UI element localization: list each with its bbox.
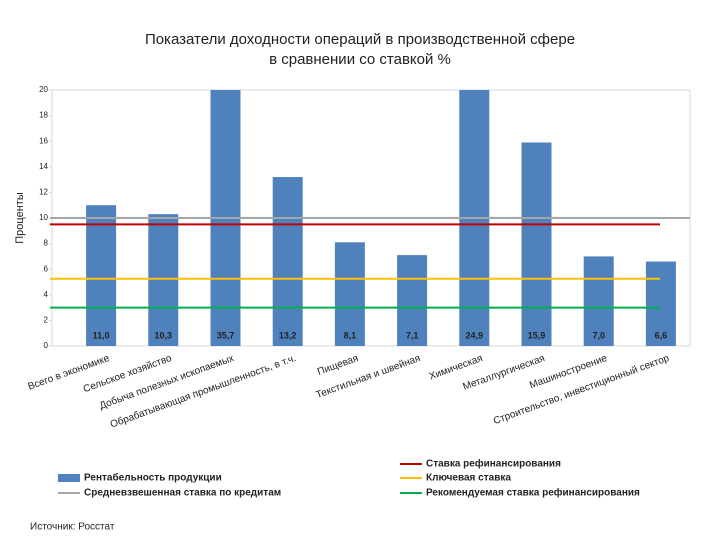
x-tick-label: Текстильная и швейная (315, 353, 422, 401)
data-label: 10,3 (155, 330, 173, 340)
data-label: 7,0 (592, 330, 605, 340)
legend-label: Рентабельность продукции (84, 472, 222, 484)
data-label: 13,2 (279, 330, 297, 340)
y-tick-label: 14 (39, 162, 48, 171)
y-axis-label: Проценты (14, 192, 26, 244)
bar (210, 90, 241, 346)
bar (148, 214, 179, 346)
legend-swatch (58, 474, 80, 482)
y-tick-label: 6 (44, 264, 49, 273)
y-tick-label: 10 (39, 213, 48, 222)
legend-label: Ключевая ставка (426, 473, 511, 484)
y-tick-label: 18 (39, 111, 48, 120)
data-label: 35,7 (217, 330, 235, 340)
y-tick-label: 16 (39, 136, 48, 145)
data-label: 11,0 (93, 330, 110, 340)
bar (397, 255, 428, 346)
data-label: 8,1 (344, 330, 357, 340)
x-tick-label: Пищевая (316, 353, 360, 378)
y-tick-label: 20 (39, 85, 48, 94)
y-tick-label: 8 (44, 239, 49, 248)
source: Источник: Росстат (30, 522, 115, 533)
bar (521, 142, 552, 346)
chart-title: в сравнении со ставкой % (269, 51, 451, 68)
bars (86, 90, 676, 346)
data-label: 24,9 (466, 330, 484, 340)
y-tick-label: 4 (44, 290, 49, 299)
y-tick-label: 2 (44, 316, 49, 325)
legend-label: Ставка рефинансирования (426, 458, 561, 470)
data-label: 15,9 (528, 330, 546, 340)
data-label: 7,1 (406, 330, 419, 340)
data-label: 6,6 (655, 330, 668, 340)
bar (583, 256, 614, 346)
bar (334, 242, 365, 346)
legend-label: Рекомендуемая ставка рефинансирования (426, 487, 640, 499)
bar (272, 177, 303, 346)
bar (459, 90, 490, 346)
chart-title: Показатели доходности операций в произво… (145, 31, 575, 48)
bar (645, 261, 676, 346)
bar (86, 205, 117, 346)
y-tick-label: 12 (39, 188, 48, 197)
legend-label: Средневзвешенная ставка по кредитам (84, 488, 281, 499)
y-tick-label: 0 (44, 341, 49, 350)
